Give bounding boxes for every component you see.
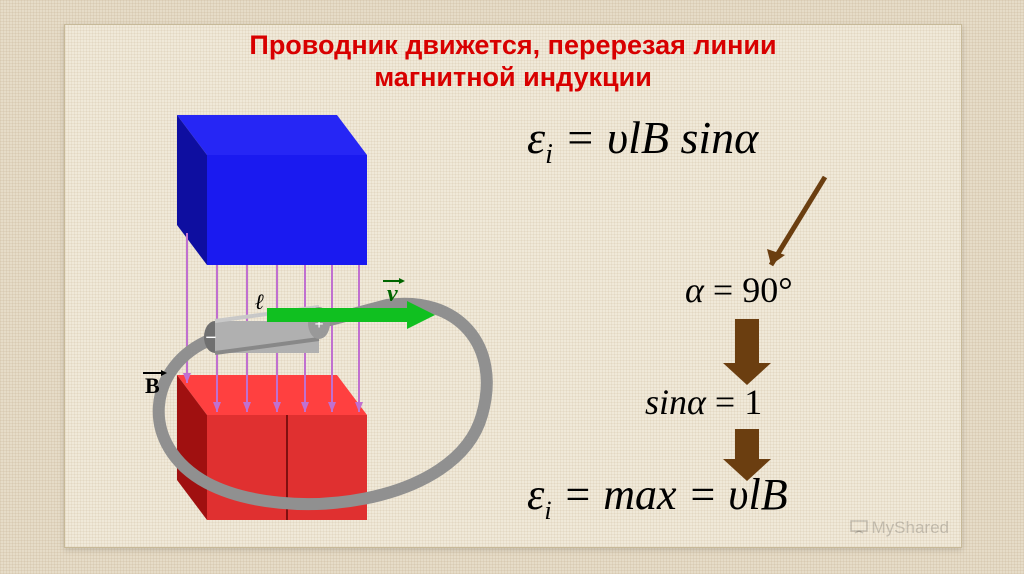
sin-rhs: 1 [744, 382, 762, 422]
v-label: v [387, 281, 398, 307]
l: l [628, 112, 641, 163]
alpha-eq: = [704, 270, 742, 310]
sin: sin [680, 112, 734, 163]
B: B [641, 112, 669, 163]
sin-eq: = [706, 382, 744, 422]
epsilon-sub: i [545, 139, 553, 170]
svg-text:B: B [145, 373, 160, 398]
top-magnet [177, 115, 367, 265]
formula-main: εi = υlB sinα [527, 111, 758, 171]
eq2: = [677, 470, 729, 519]
slide-card: Проводник движется, перерезая линии магн… [64, 24, 962, 548]
eps2: ε [527, 470, 544, 519]
velocity-arrow: v [267, 278, 435, 329]
rod-minus: − [205, 327, 216, 349]
alpha: α [734, 112, 758, 163]
sin-alpha: α [687, 382, 706, 422]
l-label: ℓ [255, 289, 264, 314]
sin-lhs: sin [645, 382, 687, 422]
watermark: MyShared [850, 518, 949, 539]
epsilon: ε [527, 112, 545, 163]
eq1: = [552, 470, 604, 519]
formula-alpha: α = 90° [685, 269, 793, 311]
l2: l [749, 470, 761, 519]
title-line-2: магнитной индукции [374, 62, 652, 92]
eps2-sub: i [544, 496, 551, 525]
physics-figure: − + v ℓ B [87, 105, 497, 525]
eq: = [553, 112, 607, 163]
title-line-1: Проводник движется, перерезая линии [249, 30, 776, 60]
formula-sin: sinα = 1 [645, 381, 762, 423]
presentation-icon [850, 519, 868, 539]
upsilon: υ [607, 112, 628, 163]
sp [669, 112, 681, 163]
slide-title: Проводник движется, перерезая линии магн… [65, 29, 961, 94]
watermark-text: MyShared [872, 518, 949, 537]
B2: B [761, 470, 788, 519]
alpha-rhs: 90° [742, 270, 792, 310]
max: max [603, 470, 676, 519]
upsilon2: υ [728, 470, 748, 519]
alpha-lhs: α [685, 270, 704, 310]
formula-max: εi = max = υlB [527, 469, 788, 526]
figure-svg: − + v ℓ B [87, 105, 497, 525]
